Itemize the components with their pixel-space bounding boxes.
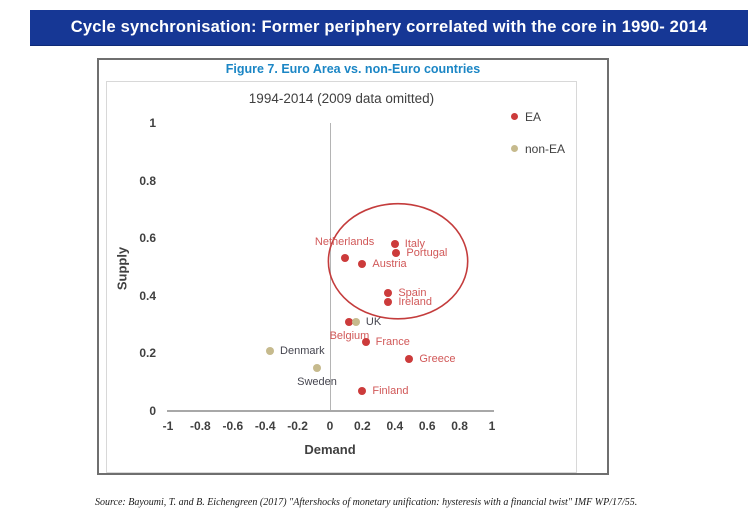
x-axis-tick-label: 0.4 (386, 419, 404, 433)
slide-title: Cycle synchronisation: Former periphery … (70, 18, 708, 36)
chart-area-box (106, 81, 577, 473)
data-point-ireland (384, 297, 393, 306)
x-axis-tick-label: -0.8 (190, 419, 211, 433)
y-axis-tick-label: 0.4 (139, 288, 156, 303)
data-point-label-spain: Spain (398, 286, 427, 299)
data-point-label-ireland: Ireland (398, 295, 432, 308)
x-zero-gridline (329, 123, 331, 411)
data-point-label-uk: UK (365, 315, 382, 328)
data-point-sweden (313, 363, 322, 372)
data-point-uk (351, 317, 360, 326)
legend-label-ea: EA (525, 109, 542, 124)
legend-label-non-ea: non-EA (525, 141, 566, 156)
slide-title-banner: Cycle synchronisation: Former periphery … (30, 10, 748, 46)
data-point-label-greece: Greece (419, 353, 456, 366)
y-axis-tick-label: 0.2 (139, 346, 156, 361)
data-point-finland (358, 386, 367, 395)
x-axis-tick-label: 0 (326, 419, 334, 433)
x-axis-tick-label: 0.6 (418, 419, 436, 433)
x-axis-tick-label: -0.2 (287, 419, 308, 433)
data-point-portugal (392, 248, 401, 257)
data-point-label-france: France (375, 335, 410, 348)
x-axis-tick-label: 1 (488, 419, 496, 433)
data-point-spain (384, 288, 393, 297)
x-axis-tick-label: 0.8 (451, 419, 468, 433)
legend-item-ea: EA (511, 109, 565, 124)
chart-legend: EA non-EA (511, 109, 565, 156)
legend-marker-ea-icon (511, 113, 518, 120)
data-point-netherlands (340, 254, 349, 263)
data-point-belgium (345, 317, 354, 326)
data-point-label-italy: Italy (404, 237, 425, 250)
data-point-label-sweden: Sweden (297, 375, 337, 388)
data-point-italy (390, 239, 399, 248)
x-axis-tick-label: 0.2 (354, 419, 371, 433)
data-point-france (361, 337, 370, 346)
y-axis-tick-label: 0.6 (139, 231, 156, 246)
plot-area: Netherlands Italy Portugal Austria Spain Irel… (139, 116, 495, 433)
chart-subtitle: 1994-2014 (2009 data omitted) (248, 91, 435, 106)
data-point-label-netherlands: Netherlands (314, 236, 375, 249)
data-point-label-denmark: Denmark (280, 344, 325, 357)
legend-marker-non-ea-icon (511, 145, 518, 152)
figure-title: Figure 7. Euro Area vs. non-Euro countri… (225, 62, 481, 76)
data-point-denmark (266, 346, 275, 355)
y-axis-tick-label: 0.8 (139, 173, 156, 188)
y-axis-tick-label: 0 (149, 404, 156, 418)
x-axis-title: Demand (304, 442, 356, 457)
data-point-label-portugal: Portugal (406, 246, 448, 259)
data-point-label-austria: Austria (372, 258, 407, 271)
data-point-greece (405, 355, 414, 364)
x-axis-tick-label: -0.4 (254, 419, 276, 433)
periphery-ellipse-annotation (327, 202, 469, 320)
legend-item-non-ea: non-EA (511, 141, 565, 156)
source-note: Source: Bayoumi, T. and B. Eichengreen (… (95, 497, 638, 508)
data-point-label-finland: Finland (372, 384, 409, 397)
data-point-label-belgium: Belgium (329, 329, 370, 342)
x-axis-line (167, 410, 494, 412)
data-point-austria (358, 260, 367, 269)
x-axis-tick-label: -1 (162, 419, 174, 433)
y-axis-tick-label: 1 (149, 116, 156, 130)
x-axis-tick-label: -0.6 (222, 419, 244, 433)
